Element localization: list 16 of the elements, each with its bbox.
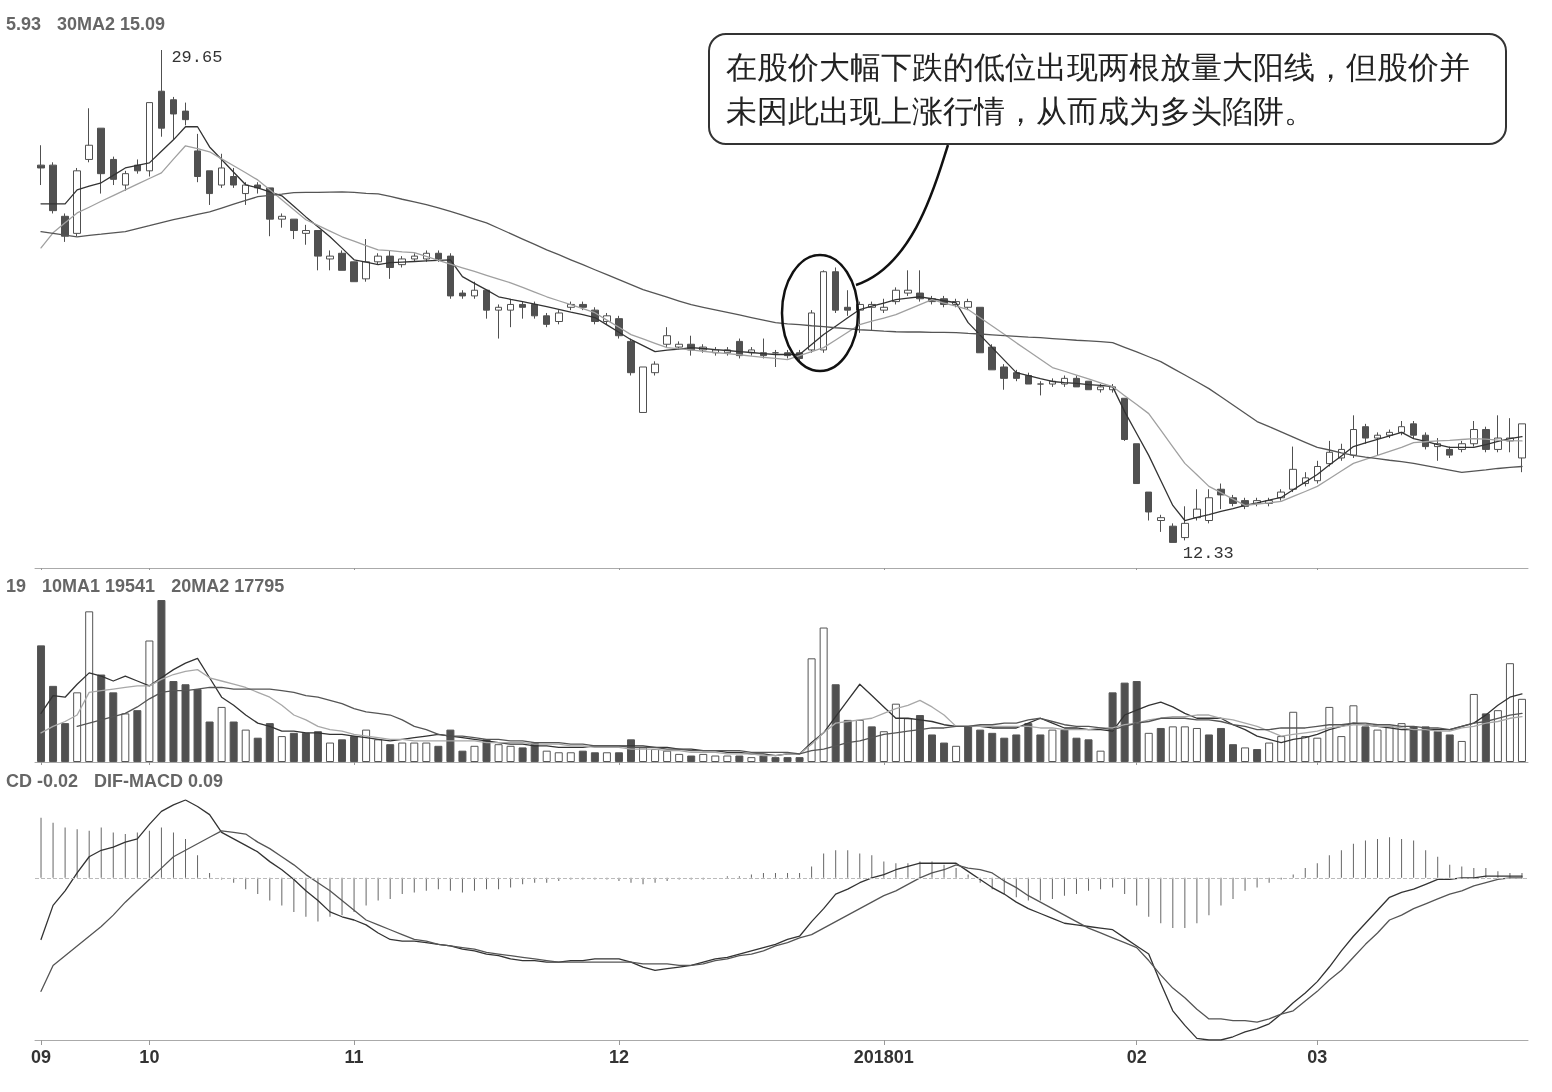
x-tick-label: 09 bbox=[31, 1047, 52, 1067]
annotation: 29.65 bbox=[169, 48, 225, 67]
x-tick-label: 12 bbox=[608, 1047, 629, 1067]
x-tick-label: 03 bbox=[1307, 1047, 1328, 1067]
text: 30MA2 15.09 bbox=[57, 14, 166, 35]
x-tick-label: 02 bbox=[1126, 1047, 1147, 1067]
text: 20MA2 17795 bbox=[171, 576, 285, 597]
text: 12.33 bbox=[1180, 544, 1236, 564]
text: 5.93 bbox=[6, 14, 42, 35]
text: DIF-MACD 0.09 bbox=[94, 771, 224, 792]
x-tick-label: 201801 bbox=[853, 1047, 914, 1067]
x-tick-label: 11 bbox=[344, 1047, 364, 1067]
text: 10MA1 19541 bbox=[42, 576, 156, 597]
x-tick-label: 10 bbox=[139, 1047, 160, 1067]
text: 19 bbox=[6, 576, 27, 597]
text: CD -0.02 bbox=[6, 771, 79, 792]
